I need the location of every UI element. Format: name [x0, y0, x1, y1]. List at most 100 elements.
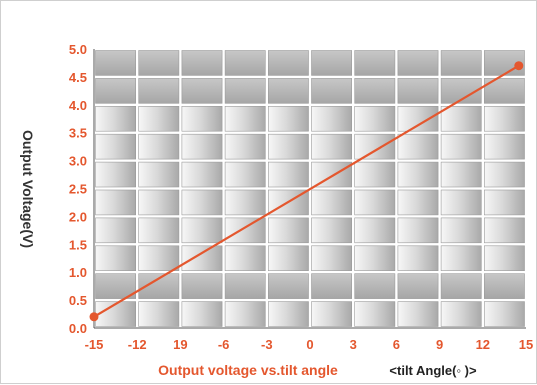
grid-cell	[397, 78, 439, 104]
grid-cell	[354, 50, 396, 76]
grid-cell	[440, 189, 482, 216]
grid-cell	[311, 189, 353, 216]
grid-cell	[95, 273, 137, 299]
grid-cell	[138, 78, 180, 104]
grid-cell	[181, 50, 223, 76]
grid-cell	[354, 217, 396, 244]
x-tick-labels: -15 -12 19 -6 -3 0 3 6 9 12 15	[85, 337, 534, 352]
grid-cell	[354, 106, 396, 132]
grid-cell	[267, 78, 309, 104]
y-tick-label: 2.5	[69, 182, 87, 197]
grid-cell	[181, 273, 223, 299]
grid-cell	[267, 106, 309, 132]
grid-cell	[354, 161, 396, 188]
grid-cell	[95, 133, 137, 160]
grid-cell	[354, 189, 396, 216]
grid-cell	[138, 217, 180, 244]
x-tick-label: 12	[476, 337, 490, 352]
grid-cell	[440, 273, 482, 299]
grid-cell	[311, 50, 353, 76]
grid-cell	[440, 50, 482, 76]
grid-cell	[267, 50, 309, 76]
grid-cell	[483, 189, 525, 216]
grid-cell	[397, 50, 439, 76]
y-tick-label: 0.5	[69, 293, 87, 308]
grid-cell	[95, 217, 137, 244]
grid-cell	[138, 245, 180, 272]
grid-cell	[181, 161, 223, 188]
grid-cell	[440, 161, 482, 188]
grid-cell	[138, 50, 180, 76]
grid-cell	[95, 189, 137, 216]
grid-cell	[440, 245, 482, 272]
grid-cell	[224, 106, 266, 132]
grid-cell	[483, 133, 525, 160]
grid-cell	[354, 133, 396, 160]
y-tick-label: 3.5	[69, 126, 87, 141]
series-line	[93, 64, 520, 318]
grid-cell	[483, 273, 525, 299]
grid-cell	[354, 273, 396, 299]
x-axis-unit-label: <tilt Angle(◦ )>	[389, 363, 477, 378]
x-tick-label: 19	[173, 337, 187, 352]
y-tick-label: 5.0	[69, 42, 87, 57]
grid-cell	[397, 301, 439, 327]
grid-cell	[138, 161, 180, 188]
data-point	[514, 61, 524, 71]
grid-cell	[224, 217, 266, 244]
grid-cell	[267, 161, 309, 188]
grid-cell	[224, 273, 266, 299]
grid-cell	[311, 245, 353, 272]
x-tick-label: 9	[436, 337, 443, 352]
grid-cell	[354, 301, 396, 327]
grid-cell	[138, 133, 180, 160]
x-tick-label: -3	[261, 337, 273, 352]
grid-cell	[224, 189, 266, 216]
grid-cell	[95, 161, 137, 188]
grid-cell	[440, 106, 482, 132]
grid-cell	[224, 133, 266, 160]
data-point	[89, 312, 99, 322]
grid-cell	[138, 106, 180, 132]
grid-cell	[95, 106, 137, 132]
grid-cell	[440, 217, 482, 244]
grid-cell	[397, 245, 439, 272]
grid-cell	[95, 50, 137, 76]
grid-cell	[267, 217, 309, 244]
axes	[93, 49, 526, 329]
y-tick-label: 2.0	[69, 209, 87, 224]
grid-cell	[181, 106, 223, 132]
grid-cell	[95, 245, 137, 272]
grid-cell	[397, 133, 439, 160]
x-tick-label: -15	[85, 337, 104, 352]
grid-cell	[181, 301, 223, 327]
grid-cell	[224, 161, 266, 188]
grid-cell	[397, 161, 439, 188]
grid-cell	[483, 217, 525, 244]
x-tick-label: -6	[218, 337, 230, 352]
grid-cell	[181, 133, 223, 160]
grid-cell	[95, 301, 137, 327]
grid-cell	[267, 245, 309, 272]
x-tick-label: 6	[393, 337, 400, 352]
grid-cell	[267, 273, 309, 299]
y-tick-label: 4.0	[69, 98, 87, 113]
grid-cell	[354, 245, 396, 272]
grid-cell	[311, 301, 353, 327]
grid-cell	[311, 78, 353, 104]
x-tick-label: 15	[519, 337, 533, 352]
grid-cell	[311, 161, 353, 188]
x-tick-label: 3	[350, 337, 357, 352]
grid-cell	[311, 106, 353, 132]
y-tick-label: 1.5	[69, 237, 87, 252]
grid-cell	[311, 133, 353, 160]
grid-cell	[397, 106, 439, 132]
y-tick-label: 1.0	[69, 265, 87, 280]
grid-cell	[138, 189, 180, 216]
grid-cell	[483, 106, 525, 132]
grid-cell	[397, 273, 439, 299]
grid-cell	[181, 245, 223, 272]
grid-cell	[483, 245, 525, 272]
